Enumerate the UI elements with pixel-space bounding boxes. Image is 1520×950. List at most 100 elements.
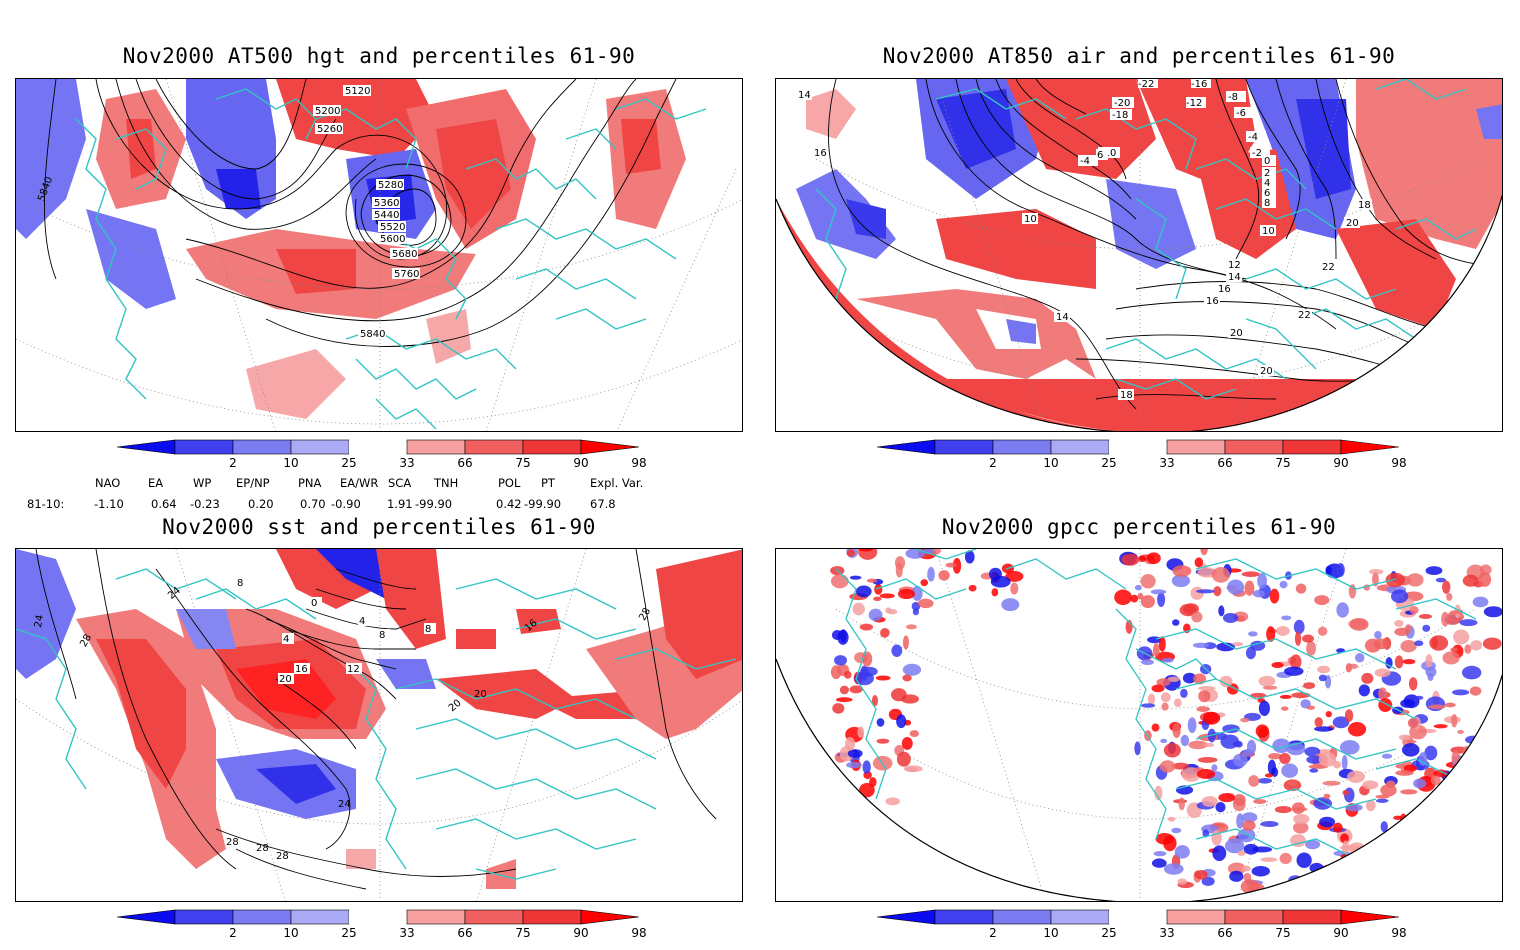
precip-cell bbox=[1264, 773, 1273, 778]
precip-cell bbox=[1233, 793, 1246, 806]
colorbar-segment bbox=[522, 439, 582, 455]
contour-label: 18 bbox=[1120, 390, 1133, 401]
precip-cell bbox=[1200, 549, 1208, 556]
precip-cell bbox=[1194, 557, 1204, 568]
precip-cell bbox=[1005, 570, 1024, 582]
precip-cell bbox=[1418, 614, 1433, 619]
precip-cell bbox=[1140, 703, 1156, 708]
index-value: -99.90 bbox=[524, 497, 562, 511]
precip-cell bbox=[1332, 822, 1343, 833]
precip-cell bbox=[1213, 586, 1222, 597]
contour-label: 20 bbox=[1346, 218, 1359, 229]
map-panel-air: -22 -16 -12 -8 -6 -4 -2 0 2 4 6 8 -20 -1… bbox=[775, 78, 1503, 432]
precip-cell bbox=[1157, 592, 1166, 608]
precip-cell bbox=[1179, 603, 1197, 617]
precip-cell bbox=[1446, 797, 1458, 805]
precip-cell bbox=[1130, 594, 1139, 603]
precip-cell bbox=[844, 737, 856, 751]
colorbar-segment bbox=[290, 439, 350, 455]
colorbar-segment bbox=[232, 439, 292, 455]
colorbar-tick-label: 98 bbox=[1391, 456, 1406, 470]
contour-label: 28 bbox=[637, 606, 653, 623]
contour-label: 16 bbox=[1206, 296, 1219, 307]
contour-label: 6 bbox=[1097, 150, 1103, 161]
precip-cell bbox=[1418, 752, 1428, 766]
index-value: 67.8 bbox=[590, 497, 616, 511]
precip-cell bbox=[1342, 789, 1349, 796]
precip-cell bbox=[1318, 751, 1337, 767]
contour-label: 22 bbox=[1322, 262, 1335, 273]
precip-cell bbox=[1202, 711, 1221, 725]
precip-cell bbox=[1279, 753, 1291, 765]
contour-label: 2 bbox=[1264, 168, 1270, 179]
colorbar-tick-label: 2 bbox=[229, 456, 237, 470]
colorbar-tick-label: 33 bbox=[1159, 926, 1174, 940]
precip-cell bbox=[873, 596, 882, 602]
precip-cell bbox=[1141, 659, 1154, 666]
colorbar-tick-label: 75 bbox=[1275, 926, 1290, 940]
precip-cell bbox=[1188, 740, 1208, 750]
index-header: TNH bbox=[434, 476, 459, 490]
precip-cell bbox=[1400, 640, 1417, 653]
precip-cell bbox=[1361, 672, 1374, 684]
precip-cell bbox=[1114, 589, 1132, 605]
precip-cell bbox=[1294, 631, 1302, 646]
precip-cell bbox=[1194, 870, 1208, 880]
colorbar-segment bbox=[464, 909, 524, 925]
precip-cell bbox=[1279, 694, 1292, 699]
precip-cell bbox=[896, 714, 907, 729]
precip-cell bbox=[1147, 693, 1156, 706]
contour-label: 5840 bbox=[360, 329, 385, 340]
colorbar-segment bbox=[1224, 909, 1284, 925]
contour-labels: -22 -16 -12 -8 -6 -4 -2 0 2 4 6 8 -20 -1… bbox=[796, 79, 1372, 401]
precip-cell bbox=[1422, 624, 1431, 632]
precip-cell bbox=[847, 749, 863, 758]
precip-cell bbox=[902, 635, 909, 650]
precip-cell bbox=[1174, 845, 1190, 859]
precip-cell bbox=[1344, 709, 1354, 722]
precip-cell bbox=[1444, 702, 1456, 708]
precip-cell bbox=[1258, 700, 1270, 717]
precip-cell bbox=[1433, 724, 1448, 729]
precip-cell bbox=[1400, 789, 1418, 795]
precip-cell bbox=[1243, 843, 1259, 855]
precip-cell bbox=[1258, 675, 1276, 687]
precip-cell bbox=[1190, 586, 1204, 600]
contour-label: -12 bbox=[1186, 98, 1202, 109]
colorbar-segment bbox=[290, 909, 350, 925]
precip-cell bbox=[1248, 631, 1258, 637]
precip-cell bbox=[855, 585, 872, 598]
contour-labels: 5120 5200 5260 5280 5360 5440 5520 5600 … bbox=[36, 85, 420, 340]
precip-cell bbox=[1187, 717, 1197, 734]
precip-cell bbox=[1368, 568, 1384, 575]
colorbar-tick-label: 98 bbox=[631, 456, 646, 470]
precip-cell bbox=[1295, 583, 1307, 594]
precip-cell bbox=[902, 674, 912, 682]
precip-cell bbox=[1336, 562, 1345, 577]
precip-cell bbox=[1227, 579, 1245, 595]
temperature-contours bbox=[828, 79, 1477, 410]
precip-cell bbox=[938, 570, 950, 581]
precip-cell bbox=[1483, 606, 1502, 618]
precip-cell bbox=[1137, 592, 1144, 600]
panel-title-hgt: Nov2000 AT500 hgt and percentiles 61-90 bbox=[122, 44, 636, 68]
precip-cell bbox=[857, 726, 865, 738]
precip-cell bbox=[1134, 584, 1142, 591]
contour-label: -22 bbox=[1138, 79, 1154, 90]
precip-cell bbox=[1196, 706, 1210, 713]
precip-cell bbox=[1260, 820, 1279, 828]
index-value: 0.42 bbox=[496, 497, 522, 511]
contour-label: 28 bbox=[256, 843, 269, 854]
colorbar-tick-label: 66 bbox=[1217, 456, 1232, 470]
colorbar-segment bbox=[349, 910, 407, 924]
precip-cell bbox=[874, 583, 883, 595]
contour-label: 8 bbox=[379, 630, 385, 641]
precip-cell bbox=[1321, 869, 1330, 878]
precip-cell bbox=[1425, 566, 1443, 576]
precip-cell bbox=[1381, 753, 1393, 759]
precip-cell bbox=[843, 670, 852, 679]
colorbar-segment bbox=[580, 909, 640, 925]
precip-cell bbox=[1293, 619, 1305, 635]
contour-label: 5280 bbox=[378, 180, 403, 191]
precip-cell bbox=[1393, 878, 1402, 892]
